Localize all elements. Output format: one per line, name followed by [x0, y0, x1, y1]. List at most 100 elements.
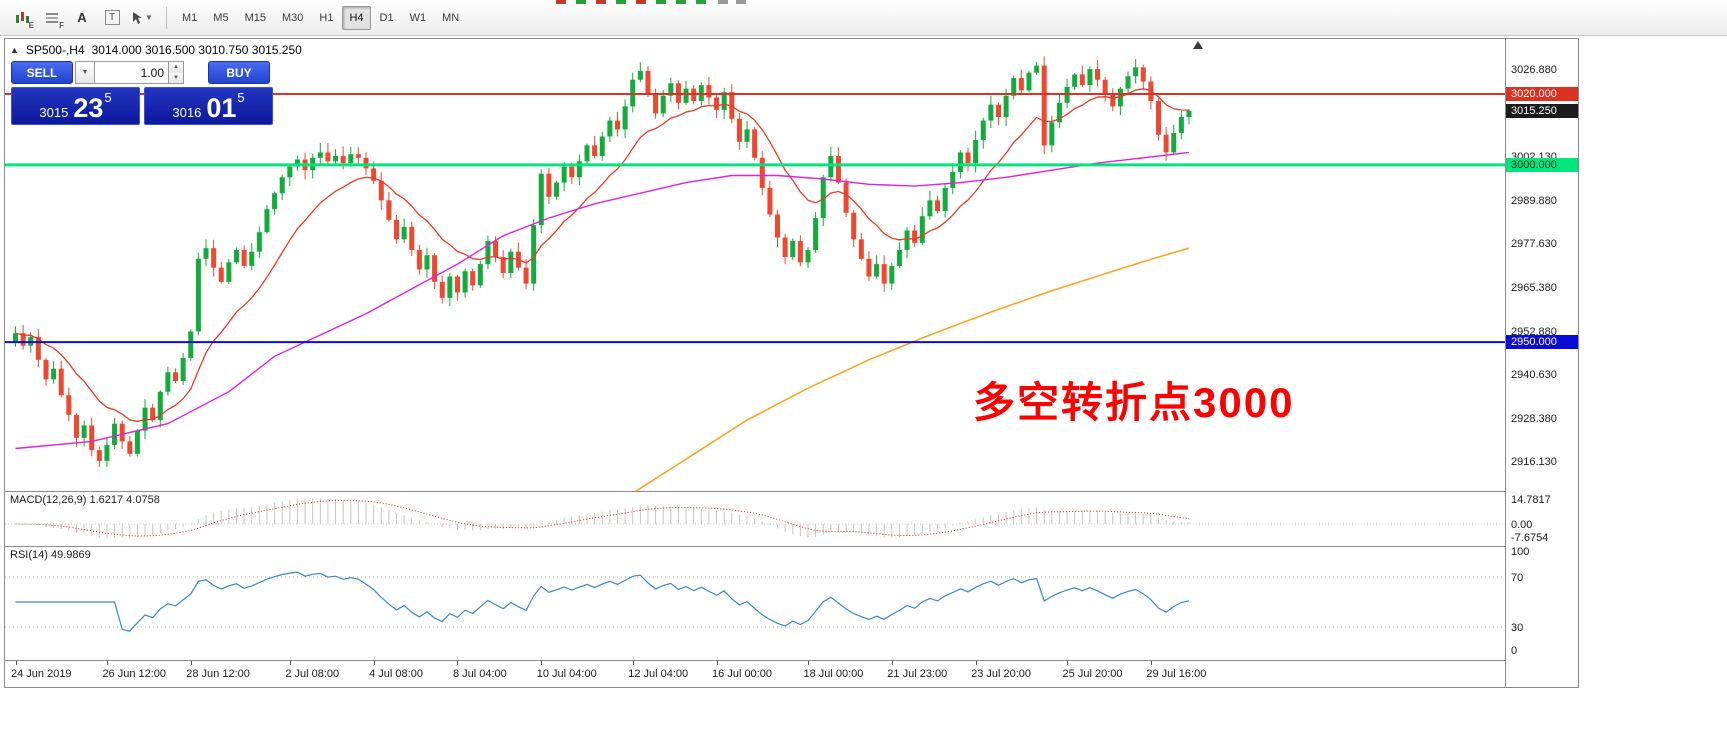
- ask-quote-panel[interactable]: 3016 01 5: [144, 87, 273, 125]
- time-tick: [190, 661, 192, 665]
- pane-separator[interactable]: [5, 546, 1578, 547]
- pane-separator[interactable]: [5, 660, 1578, 661]
- rsi-axis-label: 100: [1511, 546, 1530, 558]
- bid-quote-panel[interactable]: 3015 23 5: [11, 87, 140, 125]
- rsi-canvas: [5, 571, 1505, 632]
- time-axis-label: 28 Jun 12:00: [186, 668, 250, 680]
- one-click-toggle-icon[interactable]: ▲: [10, 45, 19, 55]
- time-tick: [289, 661, 291, 665]
- tf-button-h1[interactable]: H1: [312, 6, 340, 30]
- bid-pip-digit: 5: [104, 90, 112, 105]
- quote-row: 3015 23 5 3016 01 5: [11, 87, 273, 125]
- spacer: [184, 61, 208, 84]
- macd-axis-label: 0.00: [1511, 519, 1533, 531]
- tf-button-mn[interactable]: MN: [435, 6, 466, 30]
- volume-input[interactable]: [95, 61, 169, 84]
- tf-button-m5[interactable]: M5: [206, 6, 235, 30]
- time-axis-label: 25 Jul 20:00: [1062, 668, 1123, 680]
- volume-stepper[interactable]: ▲ ▼: [169, 61, 184, 84]
- stepper-down-icon[interactable]: ▼: [169, 72, 183, 83]
- macd-pane[interactable]: [5, 492, 1505, 546]
- ohlc-values: 3014.000 3016.500 3010.750 3015.250: [91, 43, 302, 57]
- remnant-mark: [736, 0, 746, 4]
- time-axis-label: 8 Jul 04:00: [452, 668, 507, 680]
- time-axis-label: 4 Jul 08:00: [369, 668, 423, 680]
- toolbar-separator: [166, 6, 167, 29]
- time-tick: [807, 661, 809, 665]
- text-tool-icon[interactable]: T: [98, 5, 126, 31]
- label-tool-glyph: A: [77, 10, 87, 25]
- ask-prefix: 3016: [172, 105, 202, 120]
- symbol-title: SP500-,H4: [25, 43, 85, 57]
- buy-button[interactable]: BUY: [208, 61, 270, 84]
- price-axis-label: 2952.880: [1511, 325, 1557, 338]
- price-axis[interactable]: 3026.8803002.1302989.8802977.6302965.380…: [1505, 39, 1578, 687]
- tf-button-m1[interactable]: M1: [175, 6, 204, 30]
- time-axis-label: 12 Jul 04:00: [628, 668, 689, 680]
- time-tick: [541, 661, 543, 665]
- tf-button-w1[interactable]: W1: [403, 6, 434, 30]
- remnant-mark: [576, 0, 586, 4]
- time-axis-label: 10 Jul 04:00: [536, 668, 597, 680]
- ea-chart-icon[interactable]: E: [8, 5, 36, 31]
- time-tick: [106, 661, 108, 665]
- time-tick: [975, 661, 977, 665]
- tf-button-m15[interactable]: M15: [238, 6, 273, 30]
- remnant-mark: [556, 0, 566, 4]
- cursor-tool-icon[interactable]: ▼: [128, 5, 156, 31]
- volume-dropdown-icon[interactable]: ▼: [75, 61, 95, 84]
- time-axis-label: 16 Jul 00:00: [712, 668, 772, 680]
- bid-prefix: 3015: [39, 105, 69, 120]
- tool-sub-label: F: [59, 20, 64, 30]
- time-axis[interactable]: 24 Jun 2019 26 Jun 12:00 28 Jun 12:00 2 Jul…: [5, 661, 1505, 687]
- text-annotation: 多空转折点3000: [973, 379, 1295, 426]
- time-tick: [457, 661, 459, 665]
- chart-window: 24 Jun 2019 26 Jun 12:00 28 Jun 12:00 2 Jul…: [4, 38, 1579, 688]
- macd-axis-label: 14.7817: [1511, 494, 1551, 507]
- list-glyph: [46, 12, 58, 23]
- tf-button-h4[interactable]: H4: [342, 5, 371, 30]
- time-axis-label: 21 Jul 23:00: [887, 668, 948, 680]
- main-toolbar: E F A T ▼ M1 M5 M15 M30 H1 H4 D1 W1 MN: [0, 0, 1727, 36]
- rsi-axis-label: 70: [1511, 572, 1524, 584]
- time-axis-label: 2 Jul 08:00: [285, 668, 340, 680]
- price-axis-label: 2965.380: [1511, 281, 1557, 294]
- tool-sub-label: E: [28, 20, 34, 30]
- price-badge: 3015.250: [1506, 103, 1578, 118]
- label-tool-icon[interactable]: A: [68, 5, 96, 31]
- remnant-mark: [656, 0, 666, 4]
- rsi-axis-label: 30: [1511, 622, 1524, 634]
- stepper-up-icon[interactable]: ▲: [169, 62, 183, 73]
- rsi-pane[interactable]: [5, 547, 1505, 660]
- price-axis-label: 2989.880: [1511, 194, 1557, 207]
- remnant-mark: [718, 0, 728, 4]
- tf-button-d1[interactable]: D1: [373, 6, 401, 30]
- time-tick: [15, 661, 17, 665]
- macd-label: MACD(12,26,9) 1.6217 4.0758: [10, 494, 160, 506]
- time-axis-label: 24 Jun 2019: [11, 668, 72, 680]
- chart-title-row: ▲ SP500-,H4 3014.000 3016.500 3010.750 3…: [10, 43, 302, 57]
- mini-candles-glyph: [16, 11, 29, 23]
- time-tick: [373, 661, 375, 665]
- remnant-mark: [636, 0, 646, 4]
- price-axis-label: 2940.630: [1511, 369, 1557, 382]
- time-axis-label: 23 Jul 20:00: [971, 668, 1032, 680]
- price-badge: 3020.000: [1506, 86, 1578, 101]
- time-axis-label: 29 Jul 16:00: [1146, 668, 1207, 680]
- text-tool-glyph: T: [104, 10, 120, 25]
- time-axis-label: 18 Jul 00:00: [803, 668, 864, 680]
- price-axis-label: 2928.380: [1511, 412, 1557, 425]
- time-tick: [632, 661, 634, 665]
- rsi-axis-label: 0: [1511, 645, 1518, 657]
- remnant-mark: [596, 0, 606, 4]
- remnant-mark: [676, 0, 686, 4]
- time-tick: [716, 661, 718, 665]
- sell-button[interactable]: SELL: [11, 61, 73, 84]
- pane-separator[interactable]: [5, 491, 1578, 492]
- order-entry-row: SELL ▼ ▲ ▼ BUY: [11, 61, 273, 84]
- tf-button-m30[interactable]: M30: [275, 6, 310, 30]
- ask-pip-digit: 5: [237, 90, 245, 105]
- indicator-list-icon[interactable]: F: [38, 5, 66, 31]
- chart-shift-marker[interactable]: [1193, 41, 1203, 49]
- remnant-mark: [696, 0, 706, 4]
